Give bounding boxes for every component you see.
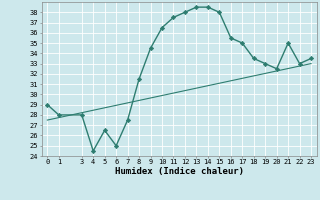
X-axis label: Humidex (Indice chaleur): Humidex (Indice chaleur)	[115, 167, 244, 176]
